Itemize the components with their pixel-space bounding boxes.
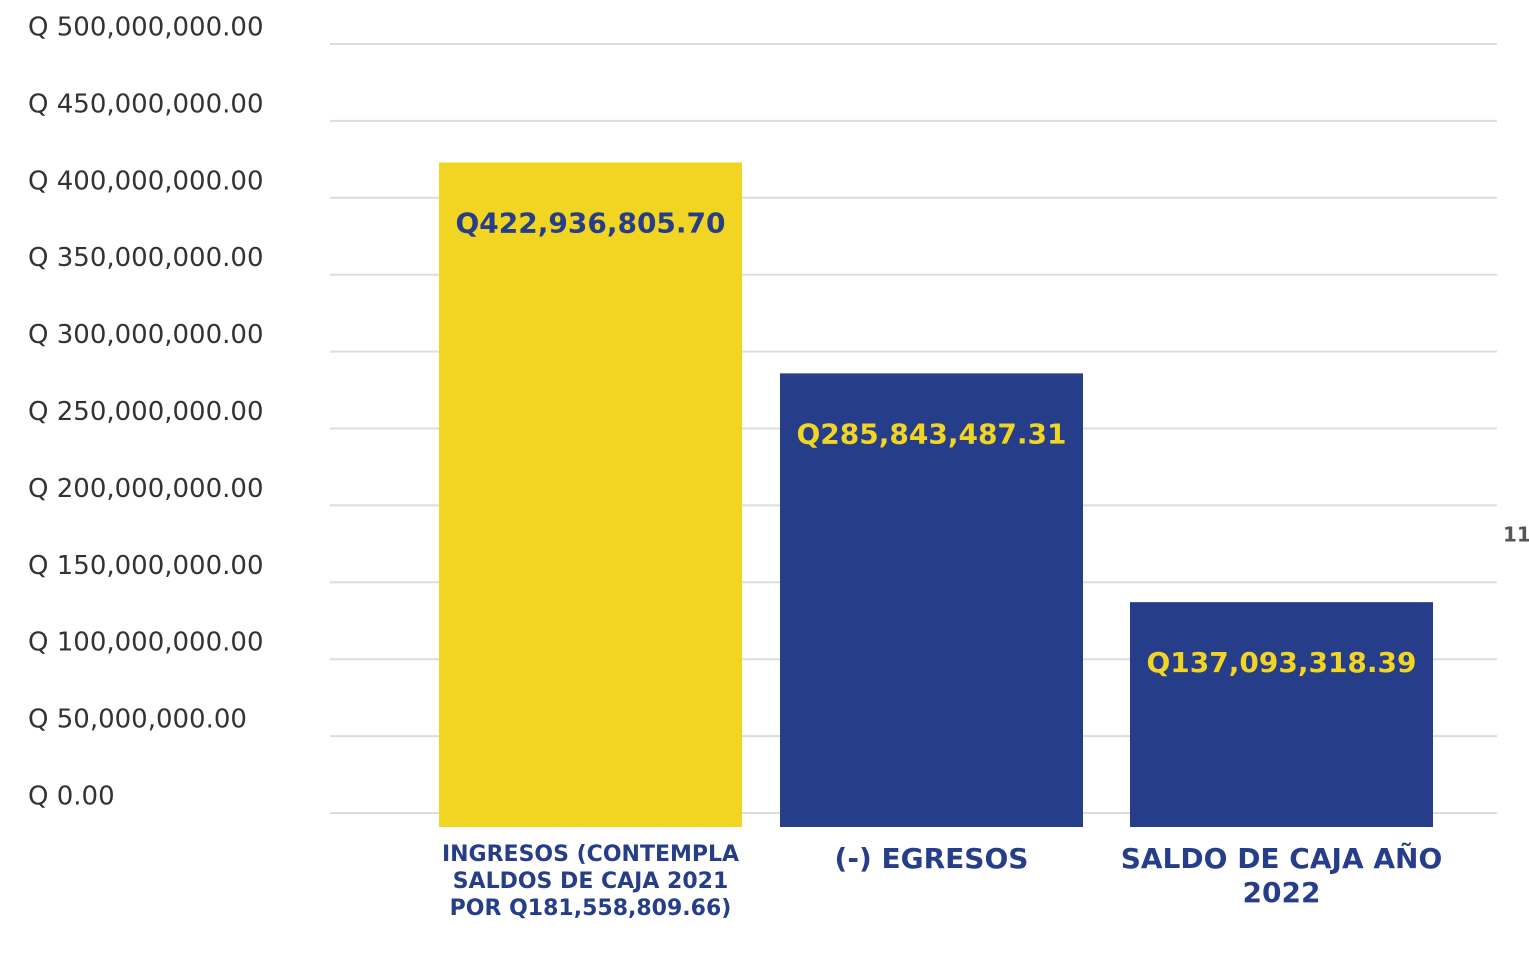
bar	[1130, 602, 1433, 827]
value-label: Q422,936,805.70	[455, 207, 725, 240]
bar	[780, 373, 1083, 827]
y-tick-label: Q 300,000,000.00	[28, 320, 264, 350]
value-label: Q137,093,318.39	[1146, 646, 1416, 679]
x-tick-label: INGRESOS (CONTEMPLA SALDOS DE CAJA 2021 …	[441, 842, 740, 921]
bar	[439, 162, 742, 827]
y-tick-label: Q 50,000,000.00	[28, 705, 247, 735]
y-tick-label: Q 0.00	[28, 782, 115, 812]
y-tick-label: Q 150,000,000.00	[28, 551, 264, 581]
y-tick-label: Q 100,000,000.00	[28, 628, 264, 658]
page-number: 117	[1503, 523, 1529, 547]
y-tick-label: Q 250,000,000.00	[28, 397, 264, 427]
y-tick-label: Q 400,000,000.00	[28, 166, 264, 196]
y-tick-label: Q 500,000,000.00	[28, 13, 264, 43]
x-tick-label: (-) EGRESOS	[834, 842, 1029, 875]
y-tick-label: Q 350,000,000.00	[28, 243, 264, 273]
x-tick-label: SALDO DE CAJA AÑO 2022	[1120, 842, 1443, 910]
y-tick-label: Q 200,000,000.00	[28, 474, 264, 504]
y-tick-label: Q 450,000,000.00	[28, 89, 264, 119]
value-label: Q285,843,487.31	[796, 417, 1066, 450]
